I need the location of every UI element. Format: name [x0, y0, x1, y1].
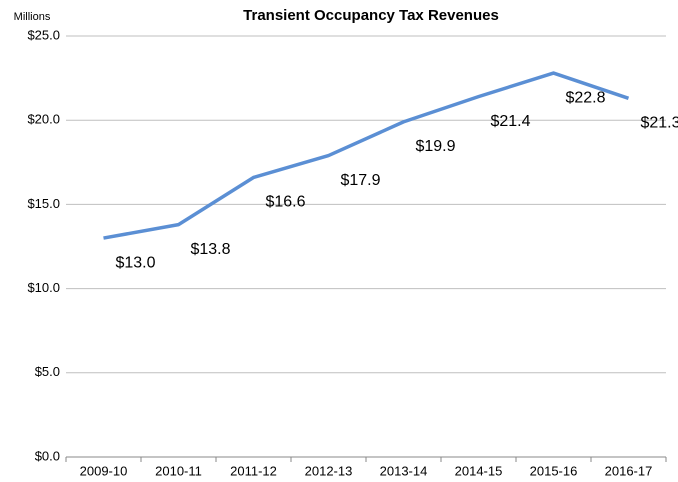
x-tick-label: 2014-15: [455, 463, 503, 478]
y-tick-label: $15.0: [27, 196, 60, 211]
x-tick-label: 2013-14: [380, 463, 428, 478]
x-tick-label: 2010-11: [155, 463, 202, 478]
data-label: $21.4: [490, 113, 530, 130]
y-tick-label: $20.0: [27, 112, 60, 127]
data-label: $19.9: [415, 138, 455, 155]
y-tick-label: $10.0: [27, 280, 60, 295]
y-tick-label: $25.0: [27, 27, 60, 42]
x-tick-label: 2009-10: [80, 463, 128, 478]
x-tick-label: 2012-13: [305, 463, 353, 478]
data-line: [103, 71, 630, 240]
chart-title: Transient Occupancy Tax Revenues: [243, 7, 499, 24]
x-tick-label: 2015-16: [530, 463, 578, 478]
data-label: $16.6: [265, 194, 305, 211]
data-label: $13.8: [190, 241, 230, 258]
data-label: $21.3: [640, 115, 678, 132]
data-label: $17.9: [340, 172, 380, 189]
data-label: $22.8: [565, 89, 605, 106]
x-tick-label: 2011-12: [230, 463, 277, 478]
data-label: $13.0: [115, 254, 155, 271]
y-axis-label: Millions: [14, 11, 51, 23]
x-tick-label: 2016-17: [605, 463, 653, 478]
y-tick-label: $0.0: [35, 448, 60, 463]
y-tick-label: $5.0: [35, 364, 60, 379]
